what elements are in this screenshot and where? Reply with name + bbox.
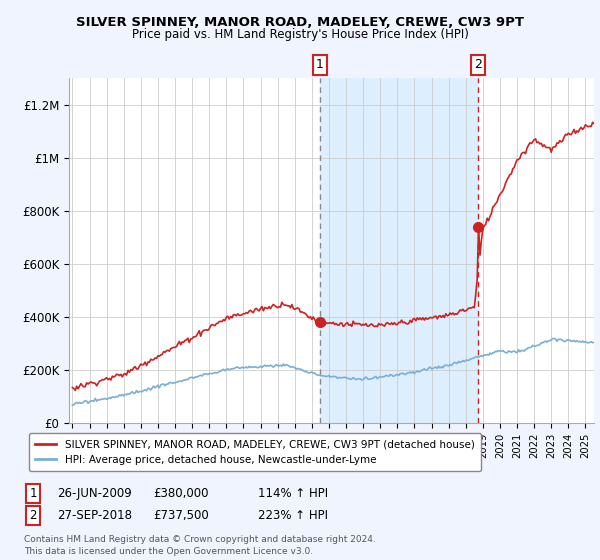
Legend: SILVER SPINNEY, MANOR ROAD, MADELEY, CREWE, CW3 9PT (detached house), HPI: Avera: SILVER SPINNEY, MANOR ROAD, MADELEY, CRE… — [29, 433, 481, 471]
Text: 1: 1 — [316, 58, 324, 72]
Text: Price paid vs. HM Land Registry's House Price Index (HPI): Price paid vs. HM Land Registry's House … — [131, 28, 469, 41]
Text: 223% ↑ HPI: 223% ↑ HPI — [258, 508, 328, 522]
Bar — [320, 78, 478, 423]
Text: 2: 2 — [474, 58, 482, 72]
Text: 114% ↑ HPI: 114% ↑ HPI — [258, 487, 328, 501]
Text: 27-SEP-2018: 27-SEP-2018 — [57, 508, 132, 522]
Text: 26-JUN-2009: 26-JUN-2009 — [57, 487, 132, 501]
Text: SILVER SPINNEY, MANOR ROAD, MADELEY, CREWE, CW3 9PT: SILVER SPINNEY, MANOR ROAD, MADELEY, CRE… — [76, 16, 524, 29]
Text: 1: 1 — [29, 487, 37, 501]
Text: £380,000: £380,000 — [153, 487, 209, 501]
Text: £737,500: £737,500 — [153, 508, 209, 522]
Text: Contains HM Land Registry data © Crown copyright and database right 2024.
This d: Contains HM Land Registry data © Crown c… — [24, 535, 376, 556]
Text: 2: 2 — [29, 508, 37, 522]
